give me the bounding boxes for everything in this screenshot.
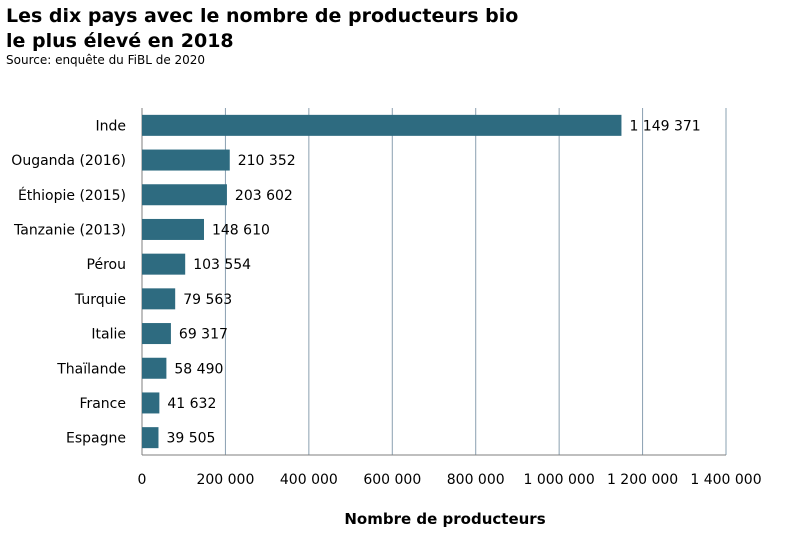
x-tick-label: 1 000 000: [524, 472, 595, 488]
x-tick-label: 1 400 000: [690, 472, 761, 488]
chart-source: Source: enquête du FiBL de 2020: [6, 53, 206, 67]
value-label: 39 505: [166, 431, 215, 447]
bar: [142, 357, 167, 379]
x-axis-title: Nombre de producteurs: [344, 510, 545, 528]
category-label: Éthiopie (2015): [18, 187, 126, 204]
bar: [142, 392, 160, 414]
bar: [142, 323, 171, 345]
category-label: Pérou: [87, 257, 126, 273]
value-label: 148 610: [212, 222, 270, 238]
bar: [142, 114, 622, 136]
bar: [142, 253, 186, 275]
value-label: 103 554: [193, 257, 251, 273]
value-label: 210 352: [238, 153, 296, 169]
bar: [142, 149, 230, 171]
bar: [142, 427, 159, 449]
value-label: 69 317: [179, 327, 228, 343]
category-label: Turquie: [74, 292, 126, 308]
value-label: 1 149 371: [629, 118, 700, 134]
x-tick-label: 600 000: [363, 472, 421, 488]
value-label: 203 602: [235, 188, 293, 204]
value-label: 41 632: [167, 396, 216, 412]
x-tick-label: 200 000: [196, 472, 254, 488]
bar: [142, 218, 204, 240]
category-label: Thaïlande: [56, 361, 126, 377]
category-label: Ouganda (2016): [11, 153, 126, 169]
bar: [142, 288, 176, 310]
value-label: 58 490: [174, 361, 223, 377]
bars: [142, 114, 622, 449]
category-label: Inde: [95, 118, 126, 134]
x-tick-label: 800 000: [447, 472, 505, 488]
value-label: 79 563: [183, 292, 232, 308]
x-tick-label: 400 000: [280, 472, 338, 488]
bar: [142, 184, 227, 206]
x-tick-label: 1 200 000: [607, 472, 678, 488]
x-tick-label: 0: [138, 472, 147, 488]
labels: 0 200 000 400 000 600 000 800 000 1 000 000 1 …: [11, 118, 761, 488]
category-label: France: [79, 396, 126, 412]
category-label: Tanzanie (2013): [13, 222, 126, 238]
category-label: Espagne: [66, 431, 126, 447]
category-label: Italie: [91, 327, 126, 343]
chart-title: Les dix pays avec le nombre de producteu…: [6, 5, 519, 52]
